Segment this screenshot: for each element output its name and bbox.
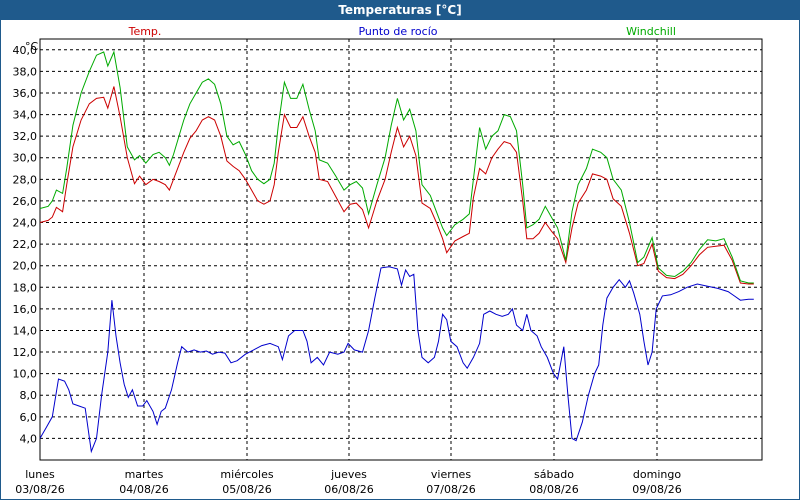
x-tick-day: viernes	[431, 468, 471, 481]
x-tick-day: martes	[125, 468, 164, 481]
y-tick-label: 18,0	[13, 281, 38, 294]
y-tick-label: 36,0	[13, 87, 38, 100]
y-tick-label: 10,0	[13, 368, 38, 381]
y-axis-ticks: 4,0 6,0 8,0 10,0 12,0 14,0 16,0 18,0 20,0 22,0 24,…	[13, 44, 38, 446]
y-tick-label: 16,0	[13, 303, 38, 316]
x-tick-date: 08/08/26	[529, 483, 578, 496]
plot-area-border	[39, 38, 763, 461]
x-tick-day: lunes	[25, 468, 55, 481]
x-tick-day: sábado	[534, 468, 574, 481]
x-tick-date: 04/08/26	[119, 483, 168, 496]
x-tick-date: 09/08/26	[632, 483, 681, 496]
legend-temp: Temp.	[128, 25, 162, 38]
chart-series	[39, 50, 754, 454]
x-tick-date: 05/08/26	[222, 483, 271, 496]
y-tick-label: 20,0	[13, 260, 38, 273]
x-tick-date: 03/08/26	[15, 483, 64, 496]
y-tick-label: 32,0	[13, 130, 38, 143]
legend-windchill: Windchill	[626, 25, 676, 38]
x-tick-day: domingo	[633, 468, 681, 481]
y-tick-label: 34,0	[13, 109, 38, 122]
series-line-temp	[39, 86, 754, 285]
y-axis-unit: °C	[25, 40, 39, 53]
y-tick-label: 4,0	[20, 432, 38, 445]
window-title: Temperaturas [°C]	[1, 1, 799, 20]
y-tick-label: 38,0	[13, 65, 38, 78]
x-tick-date: 06/08/26	[324, 483, 373, 496]
x-tick-date: 07/08/26	[426, 483, 475, 496]
series-line-dew-point	[39, 266, 754, 454]
x-tick-day: jueves	[330, 468, 367, 481]
y-tick-label: 30,0	[13, 152, 38, 165]
x-tick-day: miércoles	[220, 468, 273, 481]
y-tick-label: 40,0	[13, 44, 38, 57]
y-tick-label: 24,0	[13, 217, 38, 230]
y-tick-label: 12,0	[13, 346, 38, 359]
legend-dew-point: Punto de rocío	[358, 25, 437, 38]
y-tick-label: 22,0	[13, 238, 38, 251]
y-tick-label: 28,0	[13, 173, 38, 186]
y-tick-label: 6,0	[20, 411, 38, 424]
y-tick-label: 14,0	[13, 324, 38, 337]
series-line-windchill	[39, 50, 754, 284]
x-axis-ticks: lunes 03/08/26 martes 04/08/26 miércoles 05/0…	[15, 468, 681, 496]
chart-grid	[40, 39, 762, 460]
y-tick-label: 26,0	[13, 195, 38, 208]
y-tick-label: 8,0	[20, 389, 38, 402]
